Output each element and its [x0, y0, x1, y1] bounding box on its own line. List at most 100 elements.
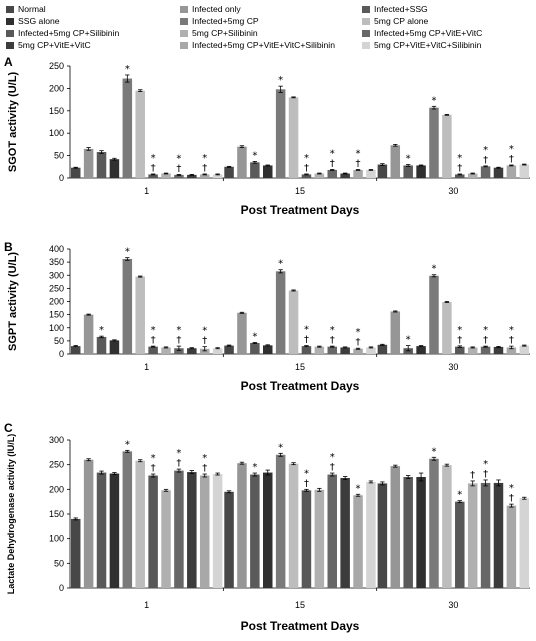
bar: [109, 340, 120, 354]
bar: [237, 312, 247, 354]
legend-swatch: [362, 42, 370, 50]
significance-symbol: †: [176, 163, 181, 174]
bar: [340, 347, 350, 354]
significance-marker: *: [406, 335, 411, 346]
significance-symbol: †: [330, 335, 335, 346]
significance-symbol: *: [176, 325, 181, 336]
significance-symbol: *: [356, 483, 361, 494]
significance-symbol: †: [176, 458, 181, 469]
bar: [301, 174, 312, 178]
significance-marker: *: [125, 439, 130, 450]
sgot-chart: A 0 50 100 150 200 250 SGOT activity (U/L) Post …: [4, 55, 530, 217]
significance-symbol: *: [278, 259, 283, 270]
bar: [429, 107, 439, 178]
bar: [403, 165, 413, 178]
significance-symbol: †: [509, 493, 514, 504]
significance-symbol: *: [483, 145, 488, 156]
bar: [275, 454, 286, 588]
bar: [174, 348, 184, 354]
significance-marker: * †: [356, 327, 361, 348]
bar: [416, 477, 426, 588]
bar: [429, 275, 439, 354]
bar: [275, 271, 286, 354]
legend-swatch: [180, 30, 188, 38]
significance-symbol: *: [125, 439, 130, 450]
bar: [212, 348, 223, 354]
legend-swatch: [6, 6, 14, 14]
y-tick-label: 250: [49, 61, 64, 71]
significance-marker: * †: [509, 483, 514, 504]
legend-item: Infected+SSG: [362, 4, 428, 14]
bar: [480, 166, 491, 178]
significance-symbol: *: [151, 453, 156, 464]
significance-symbol: *: [202, 453, 207, 464]
significance-symbol: *: [252, 150, 257, 161]
legend-item: 5mg CP+VitE+VitC+Silibinin: [362, 40, 481, 50]
significance-marker: * †: [176, 325, 181, 346]
bar: [377, 344, 388, 354]
legend-item: Infected+5mg CP+Silibinin: [6, 28, 119, 38]
bar: [506, 165, 517, 178]
significance-symbol: *: [509, 144, 514, 155]
bar: [122, 258, 133, 354]
bar: [109, 473, 120, 588]
significance-symbol: *: [151, 325, 156, 336]
legend-item: 5mg CP alone: [362, 16, 428, 26]
significance-marker: *: [406, 154, 411, 165]
bar: [122, 451, 133, 588]
legend-swatch: [180, 6, 188, 14]
bar: [366, 347, 376, 354]
y-tick-label: 100: [49, 128, 64, 138]
significance-marker: * †: [457, 153, 462, 174]
y-tick-label: 250: [49, 283, 64, 293]
significance-marker: * †: [176, 153, 181, 174]
significance-symbol: *: [406, 335, 411, 346]
significance-symbol: †: [356, 158, 361, 169]
legend-item: Infected+5mg CP+VitE+VitC+Silibinin: [180, 40, 335, 50]
significance-marker: *: [252, 462, 257, 473]
legend-item: 5mg CP+Silibinin: [180, 28, 258, 38]
bar: [377, 164, 388, 178]
y-tick-label: 50: [54, 336, 64, 346]
significance-symbol: †: [202, 463, 207, 474]
legend-label: Infected+5mg CP: [192, 16, 259, 26]
y-tick-label: 150: [49, 310, 64, 320]
bar: [122, 78, 133, 178]
x-tick-label: 1: [144, 186, 149, 196]
panel-letter: C: [4, 421, 13, 435]
significance-symbol: *: [125, 247, 130, 258]
bar: [275, 89, 286, 178]
significance-marker: * †: [509, 144, 514, 165]
legend-item: Infected+5mg CP+VitE+VitC: [362, 28, 482, 38]
bar: [83, 459, 94, 588]
bar: [416, 346, 426, 354]
bar: [519, 345, 530, 354]
bar: [340, 477, 350, 588]
bar: [199, 348, 210, 354]
significance-symbol: *: [483, 325, 488, 336]
significance-marker: * †: [330, 452, 335, 473]
significance-marker: *: [125, 247, 130, 258]
bar: [353, 348, 363, 354]
bar: [135, 460, 145, 588]
legend-swatch: [362, 6, 370, 14]
significance-marker: * †: [483, 145, 488, 166]
y-tick-label: 50: [54, 151, 64, 161]
significance-symbol: *: [304, 468, 309, 479]
legend-label: SSG alone: [18, 16, 60, 26]
legend-label: 5mg CP+VitE+VitC: [18, 40, 91, 50]
significance-symbol: *: [457, 325, 462, 336]
bar: [96, 152, 107, 178]
significance-symbol: *: [278, 75, 283, 86]
bar: [353, 169, 363, 178]
significance-symbol: †: [151, 335, 156, 346]
bar: [314, 346, 325, 354]
significance-marker: * †: [356, 148, 361, 169]
significance-symbol: *: [483, 459, 488, 470]
bar: [288, 463, 299, 588]
bar: [327, 169, 337, 178]
significance-symbol: *: [330, 148, 335, 159]
y-tick-label: 100: [49, 534, 64, 544]
bar: [174, 174, 184, 178]
legend-label: 5mg CP alone: [374, 16, 429, 26]
